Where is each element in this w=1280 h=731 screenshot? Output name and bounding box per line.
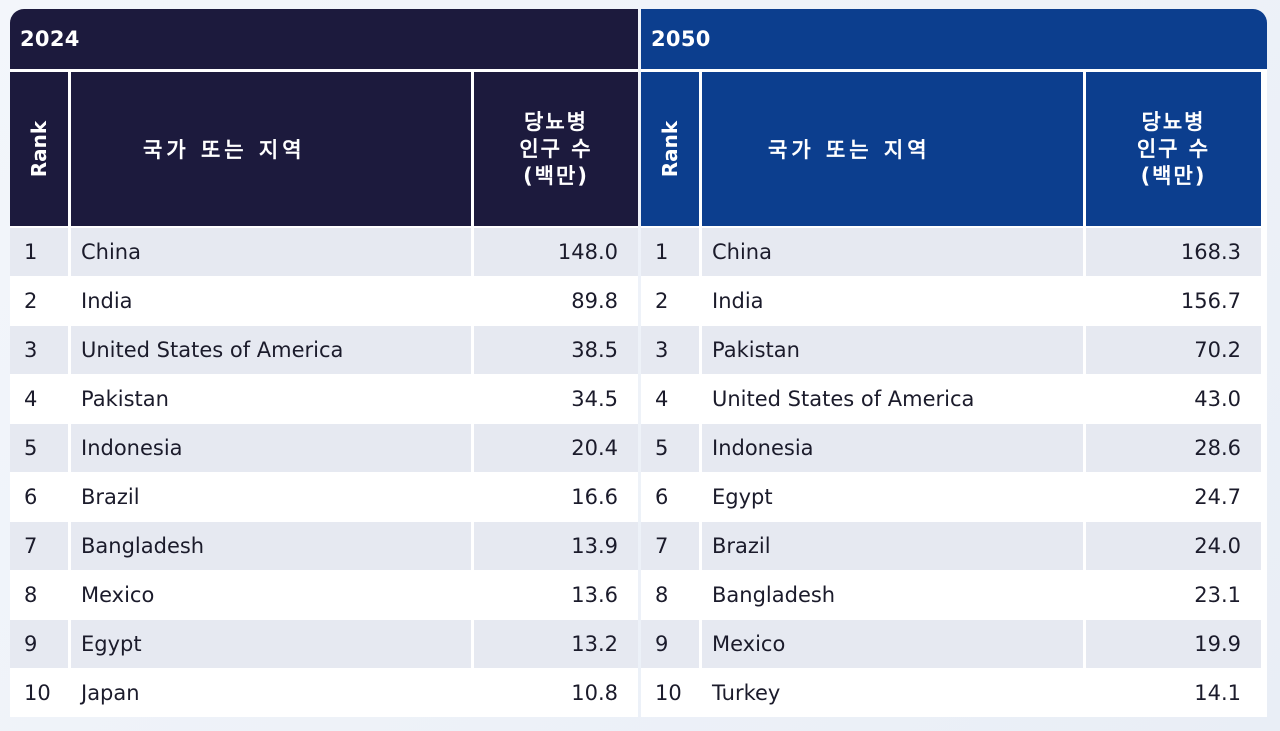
rank-column-header: Rank bbox=[10, 72, 68, 226]
country-cell: Mexico bbox=[71, 571, 471, 619]
value-cell: 34.5 bbox=[474, 375, 638, 423]
table-row: 9 Mexico 19.9 bbox=[641, 620, 1267, 668]
table-row: 4 United States of America 43.0 bbox=[641, 375, 1267, 423]
rank-cell: 3 bbox=[10, 326, 68, 374]
rank-cell: 6 bbox=[641, 473, 699, 521]
country-cell: Japan bbox=[71, 669, 471, 717]
year-label: 2024 bbox=[20, 27, 80, 52]
country-cell: Egypt bbox=[702, 473, 1083, 521]
rank-cell: 8 bbox=[10, 571, 68, 619]
value-cell: 156.7 bbox=[1086, 277, 1261, 325]
value-cell: 23.1 bbox=[1086, 571, 1261, 619]
country-cell: Bangladesh bbox=[702, 571, 1083, 619]
country-cell: India bbox=[71, 277, 471, 325]
value-cell: 28.6 bbox=[1086, 424, 1261, 472]
rank-cell: 9 bbox=[10, 620, 68, 668]
value-cell: 10.8 bbox=[474, 669, 638, 717]
country-cell: United States of America bbox=[71, 326, 471, 374]
table-row: 4 Pakistan 34.5 bbox=[10, 375, 638, 423]
year-header-2050: 2050 bbox=[641, 9, 1267, 70]
value-cell: 19.9 bbox=[1086, 620, 1261, 668]
country-cell: Mexico bbox=[702, 620, 1083, 668]
country-cell: Brazil bbox=[71, 473, 471, 521]
country-cell: Indonesia bbox=[71, 424, 471, 472]
rank-cell: 6 bbox=[10, 473, 68, 521]
rank-cell: 9 bbox=[641, 620, 699, 668]
country-column-header: 국가 또는 지역 bbox=[702, 72, 1083, 226]
rank-column-header: Rank bbox=[641, 72, 699, 226]
country-cell: Brazil bbox=[702, 522, 1083, 570]
table-body: 1 China 168.3 2 India 156.7 3 Pakistan 70.2 4 Unit… bbox=[641, 226, 1267, 717]
table-row: 2 India 89.8 bbox=[10, 277, 638, 325]
rank-cell: 4 bbox=[641, 375, 699, 423]
table-row: 10 Japan 10.8 bbox=[10, 669, 638, 717]
rank-cell: 2 bbox=[10, 277, 68, 325]
table-row: 8 Mexico 13.6 bbox=[10, 571, 638, 619]
table-row: 3 Pakistan 70.2 bbox=[641, 326, 1267, 374]
table-row: 8 Bangladesh 23.1 bbox=[641, 571, 1267, 619]
table-2050: 2050 Rank 국가 또는 지역 당뇨병 인구 수 (백만) 1 China 1… bbox=[641, 9, 1267, 717]
table-row: 7 Bangladesh 13.9 bbox=[10, 522, 638, 570]
value-cell: 168.3 bbox=[1086, 228, 1261, 276]
year-label: 2050 bbox=[651, 27, 711, 52]
column-headers: Rank 국가 또는 지역 당뇨병 인구 수 (백만) bbox=[10, 72, 638, 226]
rank-cell: 7 bbox=[641, 522, 699, 570]
table-row: 1 China 148.0 bbox=[10, 228, 638, 276]
table-row: 10 Turkey 14.1 bbox=[641, 669, 1267, 717]
column-headers: Rank 국가 또는 지역 당뇨병 인구 수 (백만) bbox=[641, 72, 1267, 226]
table-row: 9 Egypt 13.2 bbox=[10, 620, 638, 668]
value-cell: 148.0 bbox=[474, 228, 638, 276]
table-row: 6 Egypt 24.7 bbox=[641, 473, 1267, 521]
country-cell: Bangladesh bbox=[71, 522, 471, 570]
value-cell: 13.9 bbox=[474, 522, 638, 570]
rank-cell: 5 bbox=[10, 424, 68, 472]
table-2024: 2024 Rank 국가 또는 지역 당뇨병 인구 수 (백만) 1 China 1… bbox=[10, 9, 638, 717]
value-cell: 13.6 bbox=[474, 571, 638, 619]
table-row: 1 China 168.3 bbox=[641, 228, 1267, 276]
table-row: 3 United States of America 38.5 bbox=[10, 326, 638, 374]
table-body: 1 China 148.0 2 India 89.8 3 United States of A… bbox=[10, 226, 638, 717]
value-column-header: 당뇨병 인구 수 (백만) bbox=[1086, 72, 1261, 226]
country-cell: China bbox=[71, 228, 471, 276]
rank-cell: 2 bbox=[641, 277, 699, 325]
table-row: 5 Indonesia 20.4 bbox=[10, 424, 638, 472]
rank-cell: 4 bbox=[10, 375, 68, 423]
value-cell: 13.2 bbox=[474, 620, 638, 668]
country-column-header: 국가 또는 지역 bbox=[71, 72, 471, 226]
value-cell: 89.8 bbox=[474, 277, 638, 325]
country-cell: Egypt bbox=[71, 620, 471, 668]
country-cell: Pakistan bbox=[71, 375, 471, 423]
country-cell: Pakistan bbox=[702, 326, 1083, 374]
rank-cell: 1 bbox=[10, 228, 68, 276]
rank-cell: 8 bbox=[641, 571, 699, 619]
rank-cell: 1 bbox=[641, 228, 699, 276]
diabetes-ranking-tables: 2024 Rank 국가 또는 지역 당뇨병 인구 수 (백만) 1 China 1… bbox=[10, 9, 1267, 717]
year-header-2024: 2024 bbox=[10, 9, 638, 70]
rank-cell: 3 bbox=[641, 326, 699, 374]
country-cell: Indonesia bbox=[702, 424, 1083, 472]
rank-cell: 10 bbox=[10, 669, 68, 717]
value-column-header: 당뇨병 인구 수 (백만) bbox=[474, 72, 638, 226]
value-cell: 14.1 bbox=[1086, 669, 1261, 717]
country-cell: India bbox=[702, 277, 1083, 325]
table-row: 2 India 156.7 bbox=[641, 277, 1267, 325]
value-cell: 38.5 bbox=[474, 326, 638, 374]
value-cell: 24.0 bbox=[1086, 522, 1261, 570]
value-cell: 24.7 bbox=[1086, 473, 1261, 521]
country-cell: Turkey bbox=[702, 669, 1083, 717]
rank-cell: 5 bbox=[641, 424, 699, 472]
value-cell: 20.4 bbox=[474, 424, 638, 472]
table-row: 6 Brazil 16.6 bbox=[10, 473, 638, 521]
rank-cell: 7 bbox=[10, 522, 68, 570]
country-cell: China bbox=[702, 228, 1083, 276]
table-row: 5 Indonesia 28.6 bbox=[641, 424, 1267, 472]
table-row: 7 Brazil 24.0 bbox=[641, 522, 1267, 570]
value-cell: 43.0 bbox=[1086, 375, 1261, 423]
value-cell: 70.2 bbox=[1086, 326, 1261, 374]
value-cell: 16.6 bbox=[474, 473, 638, 521]
rank-cell: 10 bbox=[641, 669, 699, 717]
country-cell: United States of America bbox=[702, 375, 1083, 423]
